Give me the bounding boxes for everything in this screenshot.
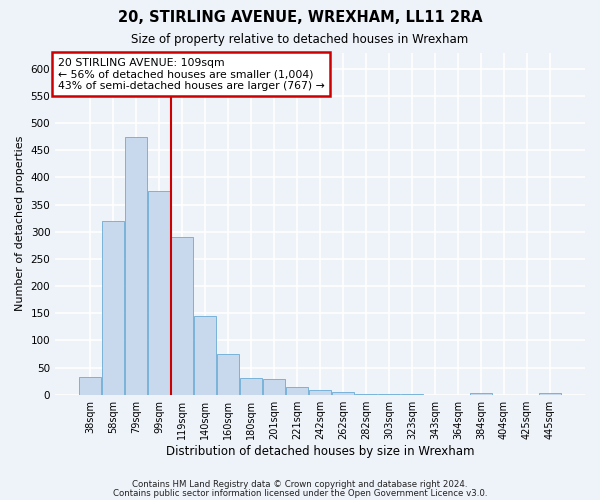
Text: Size of property relative to detached houses in Wrexham: Size of property relative to detached ho… (131, 32, 469, 46)
Bar (286, 386, 308, 394)
Bar (125, 137, 147, 394)
Bar (79, 378, 101, 394)
Bar (102, 221, 124, 394)
Bar (309, 390, 331, 394)
Text: 20, STIRLING AVENUE, WREXHAM, LL11 2RA: 20, STIRLING AVENUE, WREXHAM, LL11 2RA (118, 10, 482, 25)
Bar (470, 393, 492, 394)
Text: Contains public sector information licensed under the Open Government Licence v3: Contains public sector information licen… (113, 489, 487, 498)
X-axis label: Distribution of detached houses by size in Wrexham: Distribution of detached houses by size … (166, 444, 475, 458)
Bar (217, 354, 239, 395)
Bar (332, 392, 354, 394)
Bar (263, 380, 285, 394)
Text: 20 STIRLING AVENUE: 109sqm
← 56% of detached houses are smaller (1,004)
43% of s: 20 STIRLING AVENUE: 109sqm ← 56% of deta… (58, 58, 325, 91)
Bar (148, 191, 170, 394)
Y-axis label: Number of detached properties: Number of detached properties (15, 136, 25, 312)
Bar (194, 316, 216, 394)
Bar (171, 237, 193, 394)
Text: Contains HM Land Registry data © Crown copyright and database right 2024.: Contains HM Land Registry data © Crown c… (132, 480, 468, 489)
Bar (539, 393, 561, 394)
Bar (240, 378, 262, 394)
